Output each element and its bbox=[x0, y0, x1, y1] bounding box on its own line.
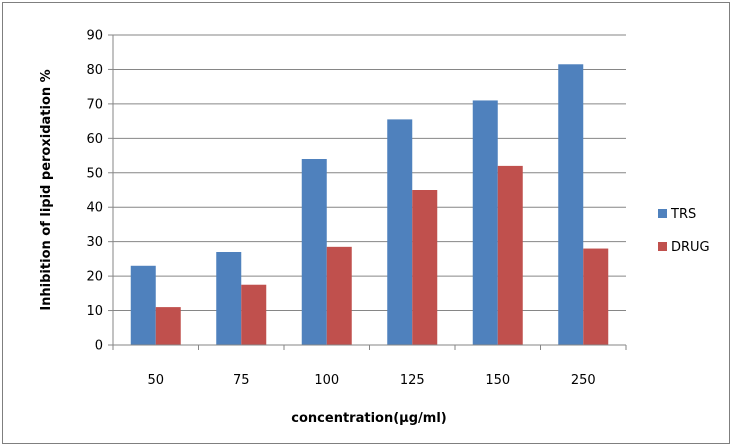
bar-drug-50 bbox=[155, 307, 181, 345]
legend: TRS DRUG bbox=[658, 207, 710, 255]
bar-drug-75 bbox=[241, 284, 267, 345]
y-tick-label: 20 bbox=[86, 270, 103, 285]
y-axis-title: Inhibition of lipid peroxidation % bbox=[39, 69, 54, 310]
bar-drug-250 bbox=[583, 248, 609, 345]
axes bbox=[112, 35, 626, 346]
x-tick-label: 125 bbox=[400, 373, 425, 388]
chart-frame bbox=[2, 2, 730, 444]
y-tick-label: 10 bbox=[86, 304, 103, 319]
bar-trs-50 bbox=[130, 265, 156, 345]
bars bbox=[130, 64, 609, 346]
legend-swatch-trs bbox=[658, 209, 667, 218]
y-tick-label: 50 bbox=[86, 166, 103, 181]
bar-drug-150 bbox=[497, 165, 523, 345]
y-tick-label: 0 bbox=[95, 339, 103, 354]
y-tick-label: 60 bbox=[86, 132, 103, 147]
legend-swatch-drug bbox=[658, 242, 667, 251]
x-axis-title: concentration(µg/ml) bbox=[291, 411, 446, 426]
x-tick-label: 75 bbox=[233, 373, 250, 388]
y-tick-labels: 0 10 20 30 40 50 60 70 80 90 bbox=[86, 29, 103, 354]
gridlines bbox=[108, 34, 627, 350]
legend-label-drug: DRUG bbox=[671, 240, 710, 255]
y-tick-label: 80 bbox=[86, 63, 103, 78]
x-tick-label: 100 bbox=[314, 373, 339, 388]
y-tick-label: 40 bbox=[86, 201, 103, 216]
y-tick-label: 90 bbox=[86, 29, 103, 44]
x-tick-labels: 50 75 100 125 150 250 bbox=[147, 373, 595, 388]
legend-label-trs: TRS bbox=[670, 207, 696, 222]
bar-trs-150 bbox=[472, 100, 498, 345]
bar-trs-250 bbox=[558, 64, 584, 346]
x-tick-label: 50 bbox=[147, 373, 164, 388]
x-tick-label: 250 bbox=[571, 373, 596, 388]
y-tick-label: 30 bbox=[86, 235, 103, 250]
bar-trs-100 bbox=[301, 159, 327, 345]
bar-trs-125 bbox=[387, 119, 413, 345]
bar-drug-125 bbox=[412, 190, 438, 345]
x-tick-label: 150 bbox=[485, 373, 510, 388]
y-tick-label: 70 bbox=[86, 97, 103, 112]
bar-drug-100 bbox=[326, 246, 352, 345]
bar-trs-75 bbox=[216, 252, 242, 345]
